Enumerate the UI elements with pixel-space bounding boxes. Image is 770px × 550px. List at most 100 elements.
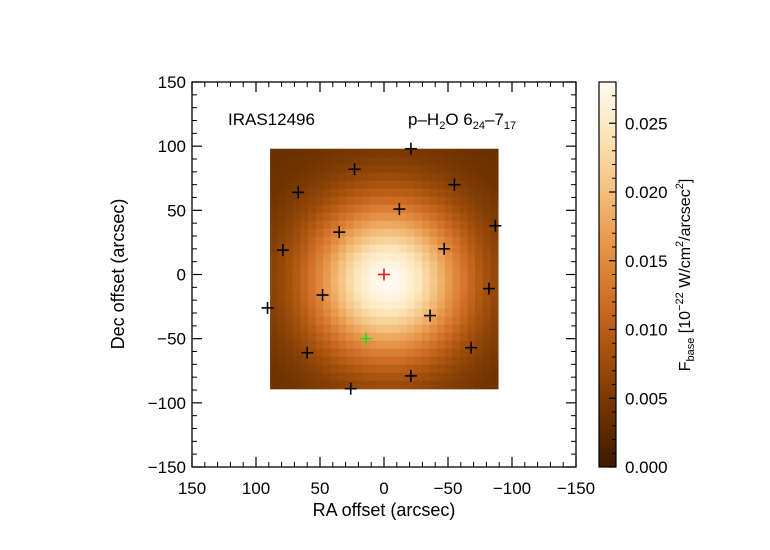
heatmap-cell [292,348,302,358]
heatmap-cell [429,292,438,302]
heatmap-cell [338,188,347,198]
heatmap-cell [346,180,355,190]
heatmap-cell [490,324,499,334]
heatmap-cell [338,260,347,270]
heatmap-cell [399,148,408,158]
heatmap-cell [444,372,453,382]
heatmap-cell [452,204,461,214]
heatmap-cell [270,268,279,278]
heatmap-cell [399,260,408,270]
heatmap-cell [414,300,423,310]
heatmap-cell [270,196,279,206]
heatmap-cell [414,292,423,302]
heatmap-cell [421,204,431,214]
heatmap-cell [376,244,385,254]
heatmap-cell [368,244,377,254]
heatmap-cell [376,236,385,246]
position-marker [360,332,373,345]
heatmap-cell [490,252,499,262]
heatmap-cell [475,380,484,390]
heatmap-cell [300,260,309,270]
heatmap-cell [421,340,431,350]
heatmap-cell [421,308,431,318]
heatmap-cell [270,236,279,246]
heatmap-cell [277,148,286,158]
heatmap-cell [429,204,438,214]
heatmap-cell [399,276,408,286]
heatmap-cell [277,164,286,174]
heatmap-cell [308,292,317,302]
heatmap-cell [467,164,476,174]
heatmap-cell [406,196,415,206]
heatmap-cell [308,228,317,238]
heatmap-cell [315,308,324,318]
heatmap-cell [452,276,461,286]
heatmap-cell [437,380,446,390]
heatmap-cell [292,268,302,278]
heatmap-cell [277,332,286,342]
heatmap-cell [399,324,408,334]
heatmap-cell [330,308,340,318]
heatmap-cell [277,188,286,198]
heatmap-cell [452,316,461,326]
heatmap-cell [459,316,469,326]
heatmap-cell [490,244,499,254]
heatmap-cell [406,244,415,254]
heatmap-cell [467,148,476,158]
position-marker [316,289,329,302]
heatmap-cell [270,172,279,182]
heatmap-cell [368,316,377,326]
heatmap-cell [270,164,279,174]
heatmap-cell [459,212,469,222]
heatmap-cell [368,196,377,206]
heatmap-cell [376,204,385,214]
heatmap-cell [482,260,491,270]
heatmap-cell [482,236,491,246]
heatmap-cell [437,316,446,326]
heatmap-cell [315,316,324,326]
heatmap-cell [384,236,393,246]
heatmap-cell [475,164,484,174]
heatmap-cell [490,212,499,222]
colorbar-tick-label: 0.005 [625,389,668,408]
heatmap-cell [459,228,469,238]
heatmap-cell [452,340,461,350]
heatmap-cell [285,204,294,214]
heatmap-cell [270,228,279,238]
heatmap-cell [292,276,302,286]
heatmap-cell [384,220,393,230]
y-tick-label: −50 [157,330,186,349]
heatmap-cell [482,164,491,174]
heatmap-cell [315,188,324,198]
heatmap-cell [452,284,461,294]
heatmap-cell [323,252,332,262]
heatmap-cell [308,332,317,342]
heatmap-cell [452,196,461,206]
colorbar-title: Fbase [10−22 W/cm2/arcsec2] [674,179,697,372]
position-marker [424,309,437,322]
heatmap-cell [277,196,286,206]
heatmap-cell [467,188,476,198]
heatmap-cell [414,284,423,294]
heatmap-cell [270,148,279,158]
heatmap-cell [384,228,393,238]
heatmap-cell [429,348,438,358]
heatmap-cell [475,332,484,342]
heatmap-cell [338,164,347,174]
heatmap-cell [429,252,438,262]
heatmap-cell [414,380,423,390]
heatmap-cell [475,236,484,246]
heatmap-cell [421,364,431,374]
position-marker [482,282,495,295]
heatmap-cell [315,196,324,206]
heatmap-cell [467,204,476,214]
heatmap-cell [444,348,453,358]
heatmap-cell [391,164,400,174]
heatmap-cell [391,220,400,230]
heatmap-cell [338,172,347,182]
heatmap-cell [459,236,469,246]
heatmap-cell [346,332,355,342]
heatmap-cell [452,324,461,334]
heatmap-cell [475,308,484,318]
heatmap-cell [346,268,355,278]
